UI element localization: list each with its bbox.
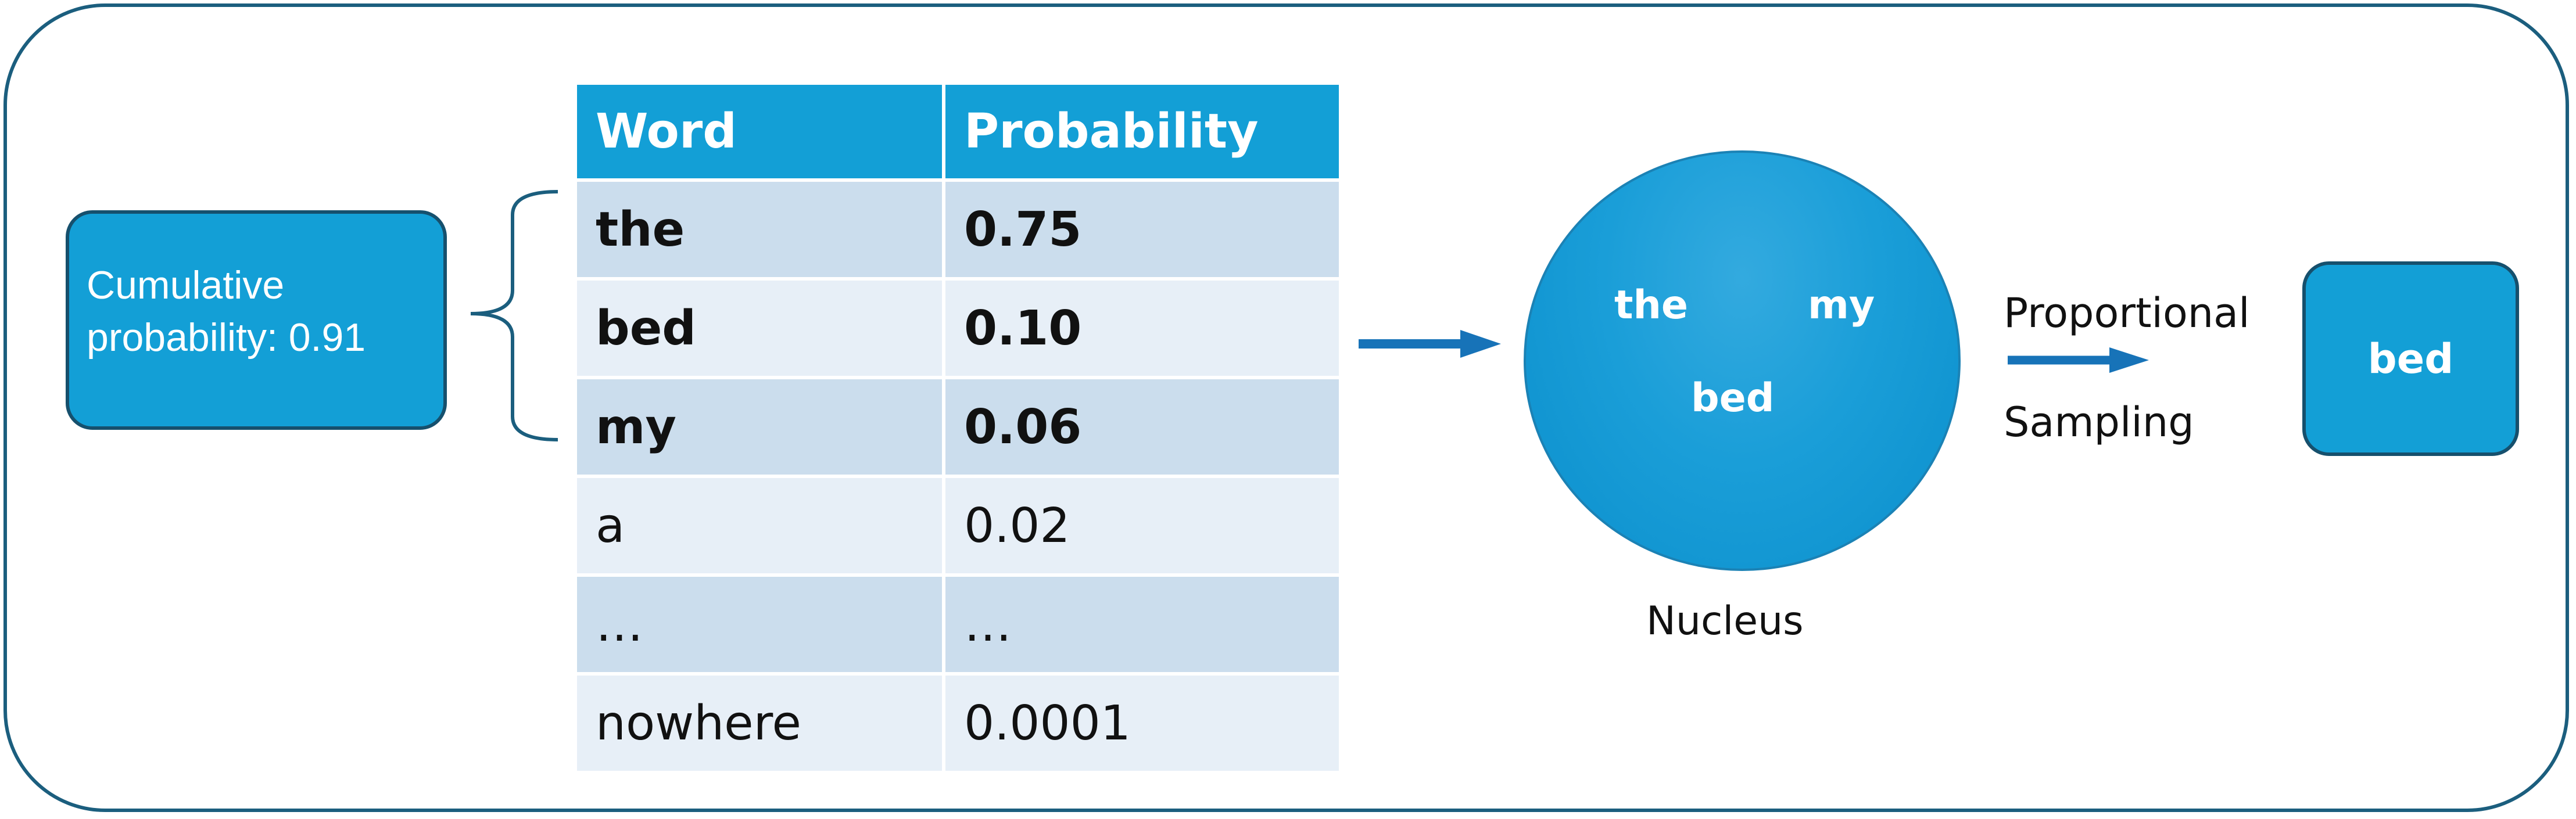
cell-word: …	[577, 575, 945, 674]
sampling-label-bottom: Sampling	[2004, 398, 2194, 446]
cell-word: bed	[577, 279, 945, 378]
nucleus-word: my	[1808, 282, 1875, 328]
nucleus-circle	[1524, 150, 1961, 571]
cell-probability: 0.06	[944, 378, 1339, 476]
cumulative-probability-box: Cumulative probability: 0.91	[66, 210, 447, 430]
table-row: … …	[577, 575, 1339, 674]
cell-probability: 0.10	[944, 279, 1339, 378]
cell-word: nowhere	[577, 674, 945, 773]
table-row: bed 0.10	[577, 279, 1339, 378]
nucleus-word: bed	[1691, 375, 1775, 421]
cell-probability: …	[944, 575, 1339, 674]
cell-probability: 0.0001	[944, 674, 1339, 773]
diagram-frame	[3, 3, 2569, 812]
cell-probability: 0.75	[944, 180, 1339, 279]
cell-word: the	[577, 180, 945, 279]
table-header-row: Word Probability	[577, 85, 1339, 180]
arrow-right-icon	[1359, 330, 1501, 358]
cumulative-label-line2: probability: 0.91	[87, 315, 366, 360]
sampling-label-top: Proportional	[2004, 289, 2250, 337]
header-probability: Probability	[944, 85, 1339, 180]
probability-table: Word Probability the 0.75 bed 0.10 my 0.…	[577, 85, 1339, 774]
nucleus-word: the	[1614, 282, 1689, 328]
cumulative-label-line1: Cumulative	[87, 263, 285, 307]
table-row: my 0.06	[577, 378, 1339, 476]
table-row: a 0.02	[577, 476, 1339, 575]
cell-probability: 0.02	[944, 476, 1339, 575]
arrow-right-icon	[2008, 347, 2149, 373]
sampled-word-box: bed	[2302, 261, 2519, 456]
cell-word: my	[577, 378, 945, 476]
table-row: nowhere 0.0001	[577, 674, 1339, 773]
header-word: Word	[577, 85, 945, 180]
table-row: the 0.75	[577, 180, 1339, 279]
sampled-word: bed	[2367, 335, 2454, 383]
nucleus-label: Nucleus	[1646, 598, 1804, 644]
curly-brace-icon	[470, 190, 558, 441]
cell-word: a	[577, 476, 945, 575]
